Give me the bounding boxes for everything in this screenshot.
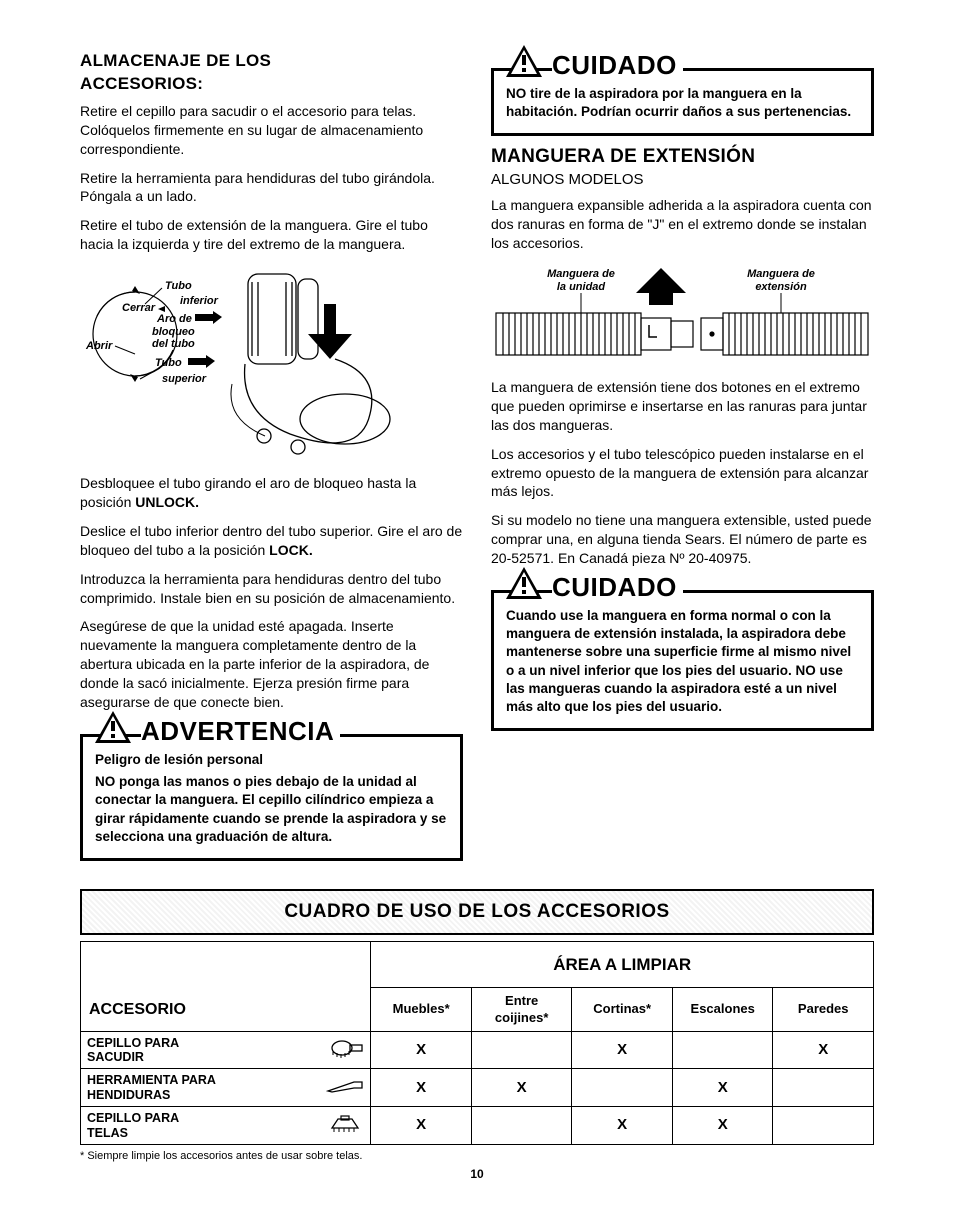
left-p4: Desbloquee el tubo girando el aro de blo… — [80, 474, 463, 512]
row-label-telas: CEPILLO PARA TELAS — [81, 1107, 371, 1145]
svg-text:Tubo: Tubo — [155, 357, 182, 369]
advertencia-body: NO ponga las manos o pies debajo de la u… — [95, 773, 448, 846]
cuidado-title-1: CUIDADO — [552, 52, 683, 78]
warning-triangle-icon — [504, 43, 544, 79]
svg-text:inferior: inferior — [180, 295, 219, 307]
advertencia-box: ADVERTENCIA Peligro de lesión personal N… — [80, 734, 463, 861]
svg-text:Manguera de: Manguera de — [547, 268, 615, 280]
svg-text:bloqueo: bloqueo — [152, 326, 195, 338]
left-p3: Retire el tubo de extensión de la mangue… — [80, 216, 463, 254]
content-columns: ALMACENAJE DE LOS ACCESORIOS: Retire el … — [80, 50, 874, 869]
left-p5: Deslice el tubo inferior dentro del tubo… — [80, 522, 463, 560]
right-p2: La manguera de extensión tiene dos boton… — [491, 378, 874, 435]
lbl-tubo: Tubo — [165, 280, 192, 292]
right-p3: Los accesorios y el tubo telescópico pue… — [491, 445, 874, 502]
cuidado-head-2: CUIDADO — [504, 573, 859, 601]
right-p4: Si su modelo no tiene una manguera exten… — [491, 511, 874, 568]
advertencia-head: ADVERTENCIA — [93, 717, 448, 745]
col-muebles: Muebles* — [371, 987, 472, 1031]
right-p1: La manguera expansible adherida a la asp… — [491, 196, 874, 253]
table-area-head: ÁREA A LIMPIAR — [377, 946, 867, 983]
left-column: ALMACENAJE DE LOS ACCESORIOS: Retire el … — [80, 50, 463, 869]
left-p6: Introduzca la herramienta para hendidura… — [80, 570, 463, 608]
cuidado-box-2: CUIDADO Cuando use la manguera en forma … — [491, 590, 874, 731]
cuidado-box-1: CUIDADO NO tire de la aspiradora por la … — [491, 68, 874, 136]
cell — [572, 1069, 673, 1107]
cell: X — [773, 1031, 874, 1069]
left-p2: Retire la herramienta para hendiduras de… — [80, 169, 463, 207]
row2-l1: CEPILLO PARA — [87, 1111, 179, 1125]
svg-text:Abrir: Abrir — [85, 340, 113, 352]
cuidado-head-1: CUIDADO — [504, 51, 859, 79]
svg-text:del tubo: del tubo — [152, 338, 195, 350]
advertencia-title: ADVERTENCIA — [141, 718, 340, 744]
left-p4a: Desbloquee el tubo girando el aro de blo… — [80, 475, 416, 510]
left-heading-l2: ACCESORIOS: — [80, 74, 203, 93]
cell — [471, 1107, 572, 1145]
row-label-sacudir: CEPILLO PARA SACUDIR — [81, 1031, 371, 1069]
table-rowhead: ACCESORIO — [81, 941, 371, 1031]
svg-text:Manguera de: Manguera de — [747, 268, 815, 280]
cell: X — [572, 1031, 673, 1069]
cuidado-body-2: Cuando use la manguera en forma normal o… — [506, 607, 859, 716]
fabric-brush-icon — [330, 1114, 364, 1137]
right-heading: MANGUERA DE EXTENSIÓN — [491, 144, 874, 170]
col-paredes: Paredes — [773, 987, 874, 1031]
row1-l2: HENDIDURAS — [87, 1088, 170, 1102]
svg-text:extensión: extensión — [755, 281, 807, 293]
advertencia-sub: Peligro de lesión personal — [95, 751, 448, 769]
svg-text:Aro de: Aro de — [156, 313, 192, 325]
cell: X — [471, 1069, 572, 1107]
svg-text:la unidad: la unidad — [557, 281, 606, 293]
crevice-tool-icon — [326, 1079, 364, 1096]
table-footnote: * Siempre limpie los accesorios antes de… — [80, 1149, 874, 1164]
warning-triangle-icon — [93, 709, 133, 745]
cuidado-body-1: NO tire de la aspiradora por la manguera… — [506, 85, 859, 121]
svg-text:Cerrar: Cerrar — [122, 302, 156, 314]
cell: X — [672, 1107, 773, 1145]
table-row: CEPILLO PARA SACUDIR X X X — [81, 1031, 874, 1069]
right-column: CUIDADO NO tire de la aspiradora por la … — [491, 50, 874, 869]
cell: X — [371, 1107, 472, 1145]
hose-diagram: Manguera de la unidad Manguera de extens… — [491, 263, 874, 368]
svg-text:superior: superior — [162, 373, 207, 385]
dust-brush-icon — [330, 1038, 364, 1061]
col-escalones: Escalones — [672, 987, 773, 1031]
table-row: HERRAMIENTA PARA HENDIDURAS X X X — [81, 1069, 874, 1107]
col-cortinas: Cortinas* — [572, 987, 673, 1031]
cell — [672, 1031, 773, 1069]
cell — [471, 1031, 572, 1069]
table-title: CUADRO DE USO DE LOS ACCESORIOS — [80, 889, 874, 935]
cell: X — [672, 1069, 773, 1107]
accessory-table: ACCESORIO ÁREA A LIMPIAR Muebles* Entre … — [80, 941, 874, 1145]
tube-diagram: Tubo inferior Cerrar Aro de bloqueo del … — [80, 264, 463, 464]
row-label-hendiduras: HERRAMIENTA PARA HENDIDURAS — [81, 1069, 371, 1107]
left-p5b: LOCK. — [269, 542, 313, 558]
cell: X — [371, 1031, 472, 1069]
table-row: CEPILLO PARA TELAS X X X — [81, 1107, 874, 1145]
cell — [773, 1069, 874, 1107]
right-heading-sub: ALGUNOS MODELOS — [491, 170, 874, 190]
col-coijines: Entre coijines* — [471, 987, 572, 1031]
left-heading-l1: ALMACENAJE DE LOS — [80, 51, 271, 70]
left-p1: Retire el cepillo para sacudir o el acce… — [80, 102, 463, 159]
page-number: 10 — [80, 1166, 874, 1182]
row0-l1: CEPILLO PARA — [87, 1036, 179, 1050]
cell: X — [572, 1107, 673, 1145]
row1-l1: HERRAMIENTA PARA — [87, 1073, 216, 1087]
row0-l2: SACUDIR — [87, 1050, 144, 1064]
left-p4b: UNLOCK. — [135, 494, 199, 510]
cuidado-title-2: CUIDADO — [552, 574, 683, 600]
left-heading: ALMACENAJE DE LOS ACCESORIOS: — [80, 50, 463, 96]
cell: X — [371, 1069, 472, 1107]
warning-triangle-icon — [504, 565, 544, 601]
cell — [773, 1107, 874, 1145]
left-p7: Asegúrese de que la unidad esté apagada.… — [80, 617, 463, 711]
row2-l2: TELAS — [87, 1126, 128, 1140]
